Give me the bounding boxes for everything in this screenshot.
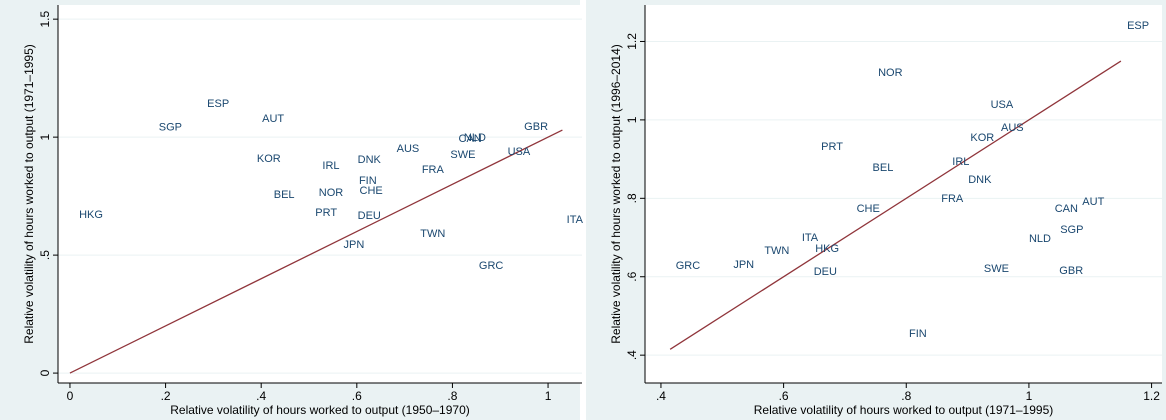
point-label: JPN: [733, 259, 754, 271]
point-label: BEL: [274, 189, 295, 201]
x-tick-label: .2: [161, 389, 171, 403]
point-label: PRT: [821, 141, 843, 153]
y-tick-label: 1.2: [625, 33, 639, 50]
reference-line: [69, 129, 563, 374]
point-label: USA: [991, 99, 1014, 111]
x-tick-label: .4: [656, 389, 666, 403]
point-label: ITA: [802, 232, 819, 244]
point-label: DNK: [968, 174, 992, 186]
point-label: IRL: [952, 156, 969, 168]
point-label: BEL: [873, 162, 894, 174]
point-label: CHE: [360, 185, 383, 197]
x-axis-title: Relative volatility of hours worked to o…: [170, 403, 470, 417]
point-label: KOR: [970, 132, 994, 144]
y-tick-label: .5: [38, 250, 52, 260]
point-label: SGP: [1060, 224, 1083, 236]
point-label: GBR: [524, 121, 548, 133]
point-label: NOR: [319, 187, 344, 199]
y-tick-label: 1.5: [38, 10, 52, 27]
plot-area: [58, 5, 582, 383]
point-label: FRA: [422, 164, 445, 176]
x-axis-title: Relative volatility of hours worked to o…: [754, 403, 1054, 417]
point-label: AUS: [1001, 122, 1024, 134]
y-tick-label: 1: [38, 133, 52, 140]
plot-area: [645, 5, 1162, 383]
point-label: AUT: [1082, 196, 1104, 208]
x-tick-label: .6: [779, 389, 789, 403]
point-label: SWE: [450, 149, 475, 161]
point-label: ESP: [207, 98, 229, 110]
point-label: KOR: [257, 153, 281, 165]
point-label: PRT: [315, 207, 337, 219]
point-label: CAN: [1055, 203, 1078, 215]
x-tick-label: 1.2: [1143, 389, 1160, 403]
x-tick-label: .6: [352, 389, 362, 403]
point-label: GRC: [676, 260, 701, 272]
y-axis-title: Relative volatility of hours worked to o…: [609, 44, 623, 344]
point-label: DEU: [814, 266, 837, 278]
point-label: ITA: [567, 214, 584, 226]
point-label: GBR: [1059, 265, 1083, 277]
y-tick-label: 1: [625, 116, 639, 123]
y-tick-label: .4: [625, 350, 639, 360]
x-tick-label: .8: [447, 389, 457, 403]
point-label: DNK: [358, 154, 382, 166]
x-tick-label: 1: [545, 389, 552, 403]
point-label: JPN: [344, 239, 365, 251]
x-tick-label: .8: [901, 389, 911, 403]
y-axis-title: Relative volatility of hours worked to o…: [22, 44, 36, 344]
x-tick-label: .4: [256, 389, 266, 403]
y-tick-label: 0: [38, 369, 52, 376]
point-label: TWN: [764, 245, 789, 257]
point-label: FIN: [359, 175, 377, 187]
point-label: FIN: [909, 328, 927, 340]
point-label: NLD: [1029, 233, 1051, 245]
point-label: ESP: [1127, 20, 1149, 32]
point-label: CHE: [857, 203, 880, 215]
point-label: CAN: [459, 133, 482, 145]
point-label: HKG: [79, 209, 103, 221]
point-label: AUT: [262, 113, 284, 125]
point-label: NLD: [464, 132, 486, 144]
y-tick-label: .8: [625, 193, 639, 203]
point-label: SGP: [159, 122, 182, 134]
point-label: SWE: [984, 263, 1009, 275]
x-tick-label: 1: [1026, 389, 1033, 403]
reference-line: [669, 60, 1122, 350]
point-label: DEU: [358, 210, 381, 222]
point-label: NOR: [878, 67, 903, 79]
point-label: FRA: [941, 193, 964, 205]
x-tick-label: 0: [67, 389, 74, 403]
point-label: IRL: [322, 160, 339, 172]
y-tick-label: .6: [625, 271, 639, 281]
point-label: HKG: [815, 243, 839, 255]
point-label: AUS: [397, 143, 420, 155]
point-label: USA: [508, 146, 531, 158]
point-label: TWN: [420, 228, 445, 240]
point-label: GRC: [479, 260, 504, 272]
